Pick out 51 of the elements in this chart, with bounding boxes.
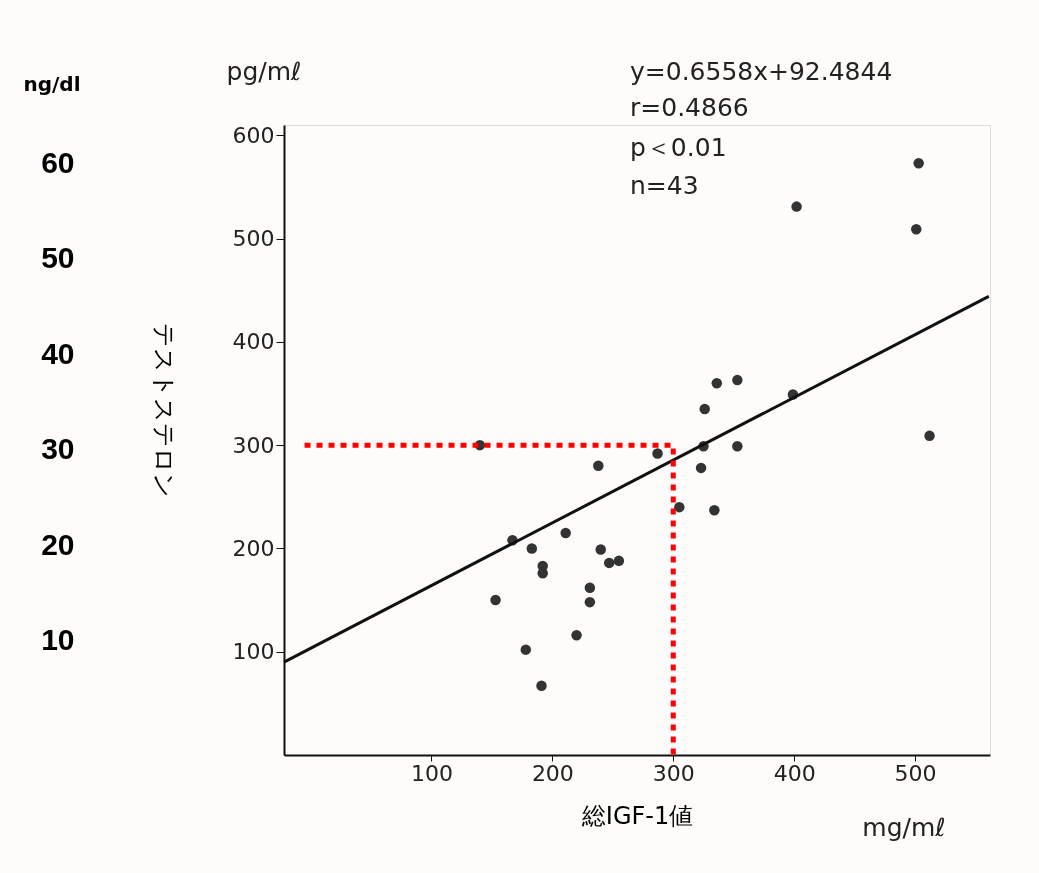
point xyxy=(520,644,532,655)
point xyxy=(526,543,538,554)
y-tick-label: 200 xyxy=(232,535,275,561)
y-axis-title: テストステロン xyxy=(149,323,178,498)
annotation: n=43 xyxy=(630,171,699,200)
point xyxy=(711,377,723,389)
y-tick-label: 100 xyxy=(232,639,275,665)
y-tick-label: 400 xyxy=(232,329,275,355)
point xyxy=(732,440,743,452)
x-tick-label: 500 xyxy=(894,760,937,786)
point xyxy=(490,594,501,606)
point xyxy=(584,582,596,593)
y2-tick-label: 40 xyxy=(41,336,75,370)
point xyxy=(652,448,663,459)
point xyxy=(595,544,606,555)
x-axis-title: 総IGF-1値 xyxy=(580,801,694,830)
y2-tick-label: 30 xyxy=(41,432,75,466)
text: r=0.4866 xyxy=(630,93,749,122)
y2-tick-label: 50 xyxy=(41,241,75,275)
point xyxy=(709,505,720,516)
point xyxy=(732,374,743,386)
y-tick-label: 500 xyxy=(232,226,275,252)
point xyxy=(603,557,615,569)
y2-tick-label: 60 xyxy=(41,145,75,179)
y2-tick-label: 20 xyxy=(41,527,75,561)
point xyxy=(913,157,924,169)
point xyxy=(674,501,685,513)
point xyxy=(571,629,582,641)
x-tick-label: 100 xyxy=(410,760,453,786)
point xyxy=(924,430,935,442)
point xyxy=(584,596,596,608)
point xyxy=(536,680,547,692)
point xyxy=(911,224,922,235)
x-tick-label: 300 xyxy=(652,760,695,786)
text: pg/mℓ xyxy=(226,57,302,86)
y2-tick-label: 10 xyxy=(41,622,75,656)
point xyxy=(560,527,571,539)
point xyxy=(537,568,548,579)
text: y=0.6558x+92.4844 xyxy=(630,57,893,86)
y2-axis-title: ng/dl xyxy=(23,72,81,96)
point xyxy=(699,403,710,415)
annotation: p＜0.01 xyxy=(630,133,727,162)
point xyxy=(695,462,707,474)
y-tick-label: 300 xyxy=(232,432,275,458)
point xyxy=(791,201,802,212)
point xyxy=(613,555,625,567)
point xyxy=(593,460,604,472)
x-tick-label: 200 xyxy=(531,760,574,786)
x-tick-label: 400 xyxy=(773,760,816,786)
y-tick-label: 600 xyxy=(232,122,275,148)
text: mg/mℓ xyxy=(862,813,946,842)
